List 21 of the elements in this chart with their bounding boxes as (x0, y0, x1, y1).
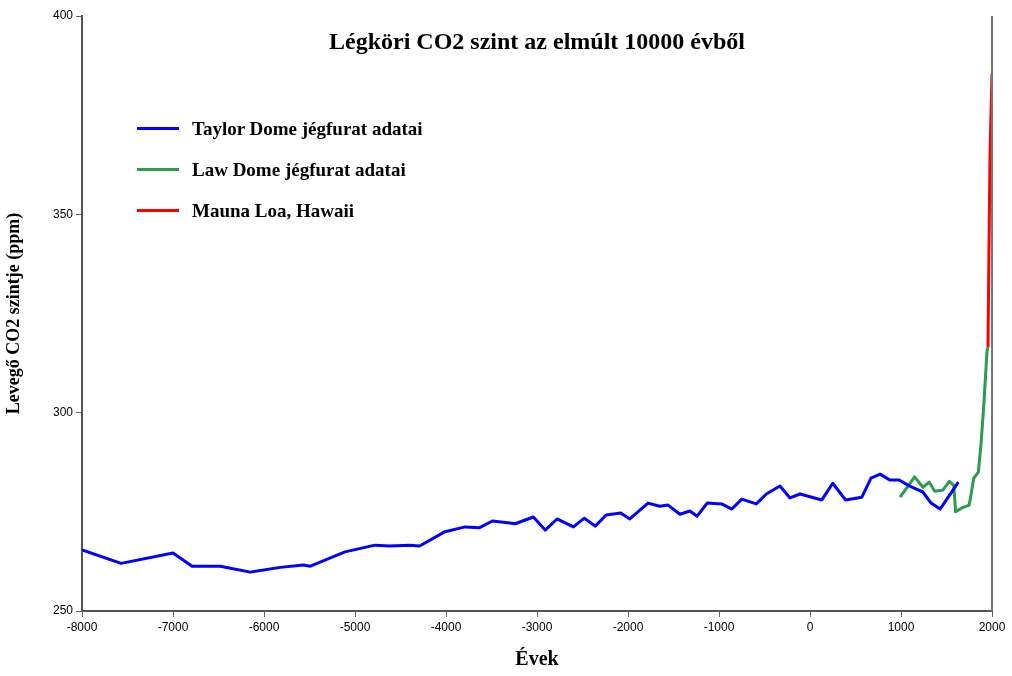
x-tick-label: 0 (806, 619, 814, 634)
legend-label: Law Dome jégfurat adatai (192, 158, 406, 181)
legend-label: Mauna Loa, Hawaii (192, 199, 355, 222)
x-tick-label: -4000 (430, 619, 462, 634)
x-tick-label: -1000 (703, 619, 735, 634)
x-tick-label: -8000 (66, 619, 98, 634)
y-tick-label: 250 (52, 603, 74, 618)
x-tick-label: -6000 (248, 619, 280, 634)
y-tick-label: 350 (52, 206, 74, 221)
x-tick-label: -7000 (157, 619, 189, 634)
x-tick-label: -3000 (521, 619, 553, 634)
x-tick-label: 2000 (978, 619, 1006, 634)
x-tick-label: -2000 (612, 619, 644, 634)
text: Légköri CO2 szint az elmúlt 10000 évből (328, 28, 746, 55)
x-axis-title: Évek (515, 647, 560, 670)
legend-label: Taylor Dome jégfurat adatai (192, 117, 423, 140)
y-tick-label: 300 (52, 404, 74, 419)
y-axis-title: Levegő CO2 szintje (ppm) (3, 212, 25, 415)
x-tick-label: 1000 (887, 619, 915, 634)
y-tick-label: 400 (52, 8, 74, 23)
x-tick-label: -5000 (339, 619, 371, 634)
